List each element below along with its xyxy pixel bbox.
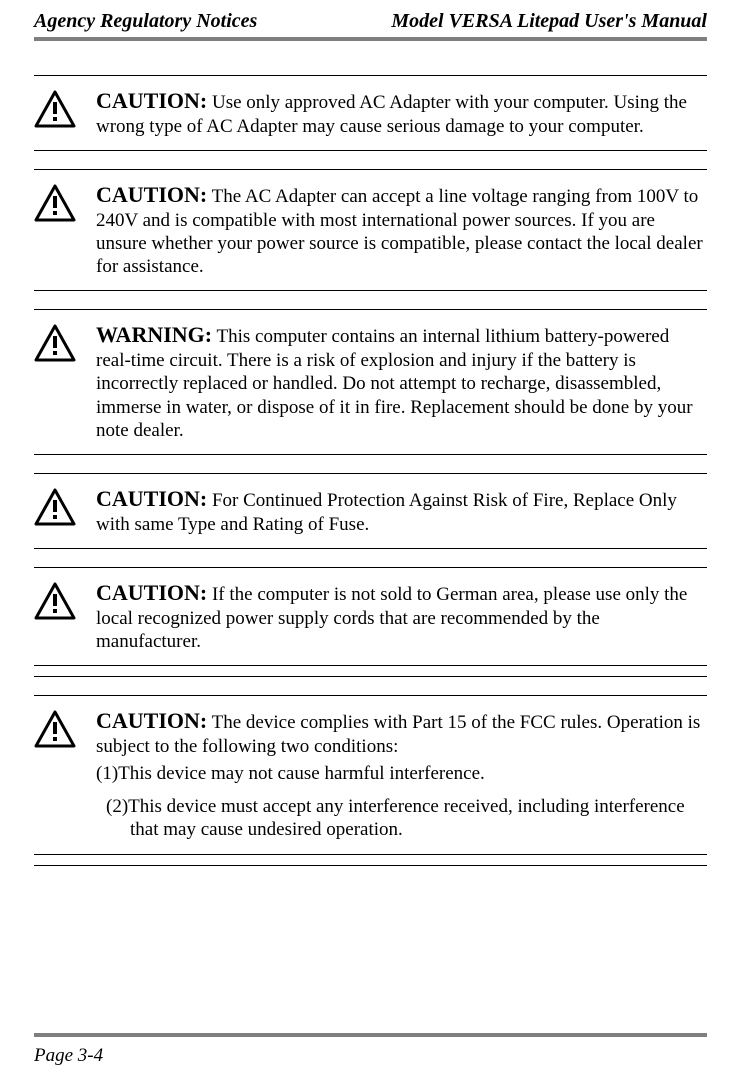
notice-label: CAUTION: [96,182,207,207]
divider [34,676,707,677]
notice-label: CAUTION: [96,580,207,605]
warning-icon [34,322,96,362]
notice-block: CAUTION: The device complies with Part 1… [34,695,707,866]
condition-item: (2)This device must accept any interfere… [96,785,703,841]
divider [34,865,707,866]
notice-text: CAUTION: For Continued Protection Agains… [96,486,707,536]
header-right: Model VERSA Litepad User's Manual [391,10,707,33]
caution-icon [34,182,96,222]
notice-text: CAUTION: Use only approved AC Adapter wi… [96,88,707,138]
caution-icon [34,708,96,748]
notice-label: CAUTION: [96,88,207,113]
notice-text: CAUTION: If the computer is not sold to … [96,580,707,653]
divider [34,150,707,151]
caution-icon [34,486,96,526]
notice-text: WARNING: This computer contains an inter… [96,322,707,442]
caution-icon [34,88,96,128]
notice-block: CAUTION: For Continued Protection Agains… [34,473,707,549]
divider [34,548,707,549]
page-header: Agency Regulatory Notices Model VERSA Li… [34,0,707,33]
notice-label: CAUTION: [96,708,207,733]
notice-label: CAUTION: [96,486,207,511]
notice-text: CAUTION: The AC Adapter can accept a lin… [96,182,707,278]
caution-icon [34,580,96,620]
divider [34,290,707,291]
notice-block: CAUTION: The AC Adapter can accept a lin… [34,169,707,291]
header-left: Agency Regulatory Notices [34,10,257,33]
condition-item: (1)This device may not cause harmful int… [96,762,703,785]
notice-text: CAUTION: The device complies with Part 1… [96,708,707,842]
notice-block: WARNING: This computer contains an inter… [34,309,707,455]
header-rule [34,37,707,41]
divider [34,454,707,455]
notice-block: CAUTION: Use only approved AC Adapter wi… [34,75,707,151]
footer-rule [34,1033,707,1037]
page-number: Page 3-4 [34,1045,103,1067]
divider [34,854,707,855]
notice-label: WARNING: [96,322,212,347]
divider [34,665,707,666]
notice-block: CAUTION: If the computer is not sold to … [34,567,707,677]
